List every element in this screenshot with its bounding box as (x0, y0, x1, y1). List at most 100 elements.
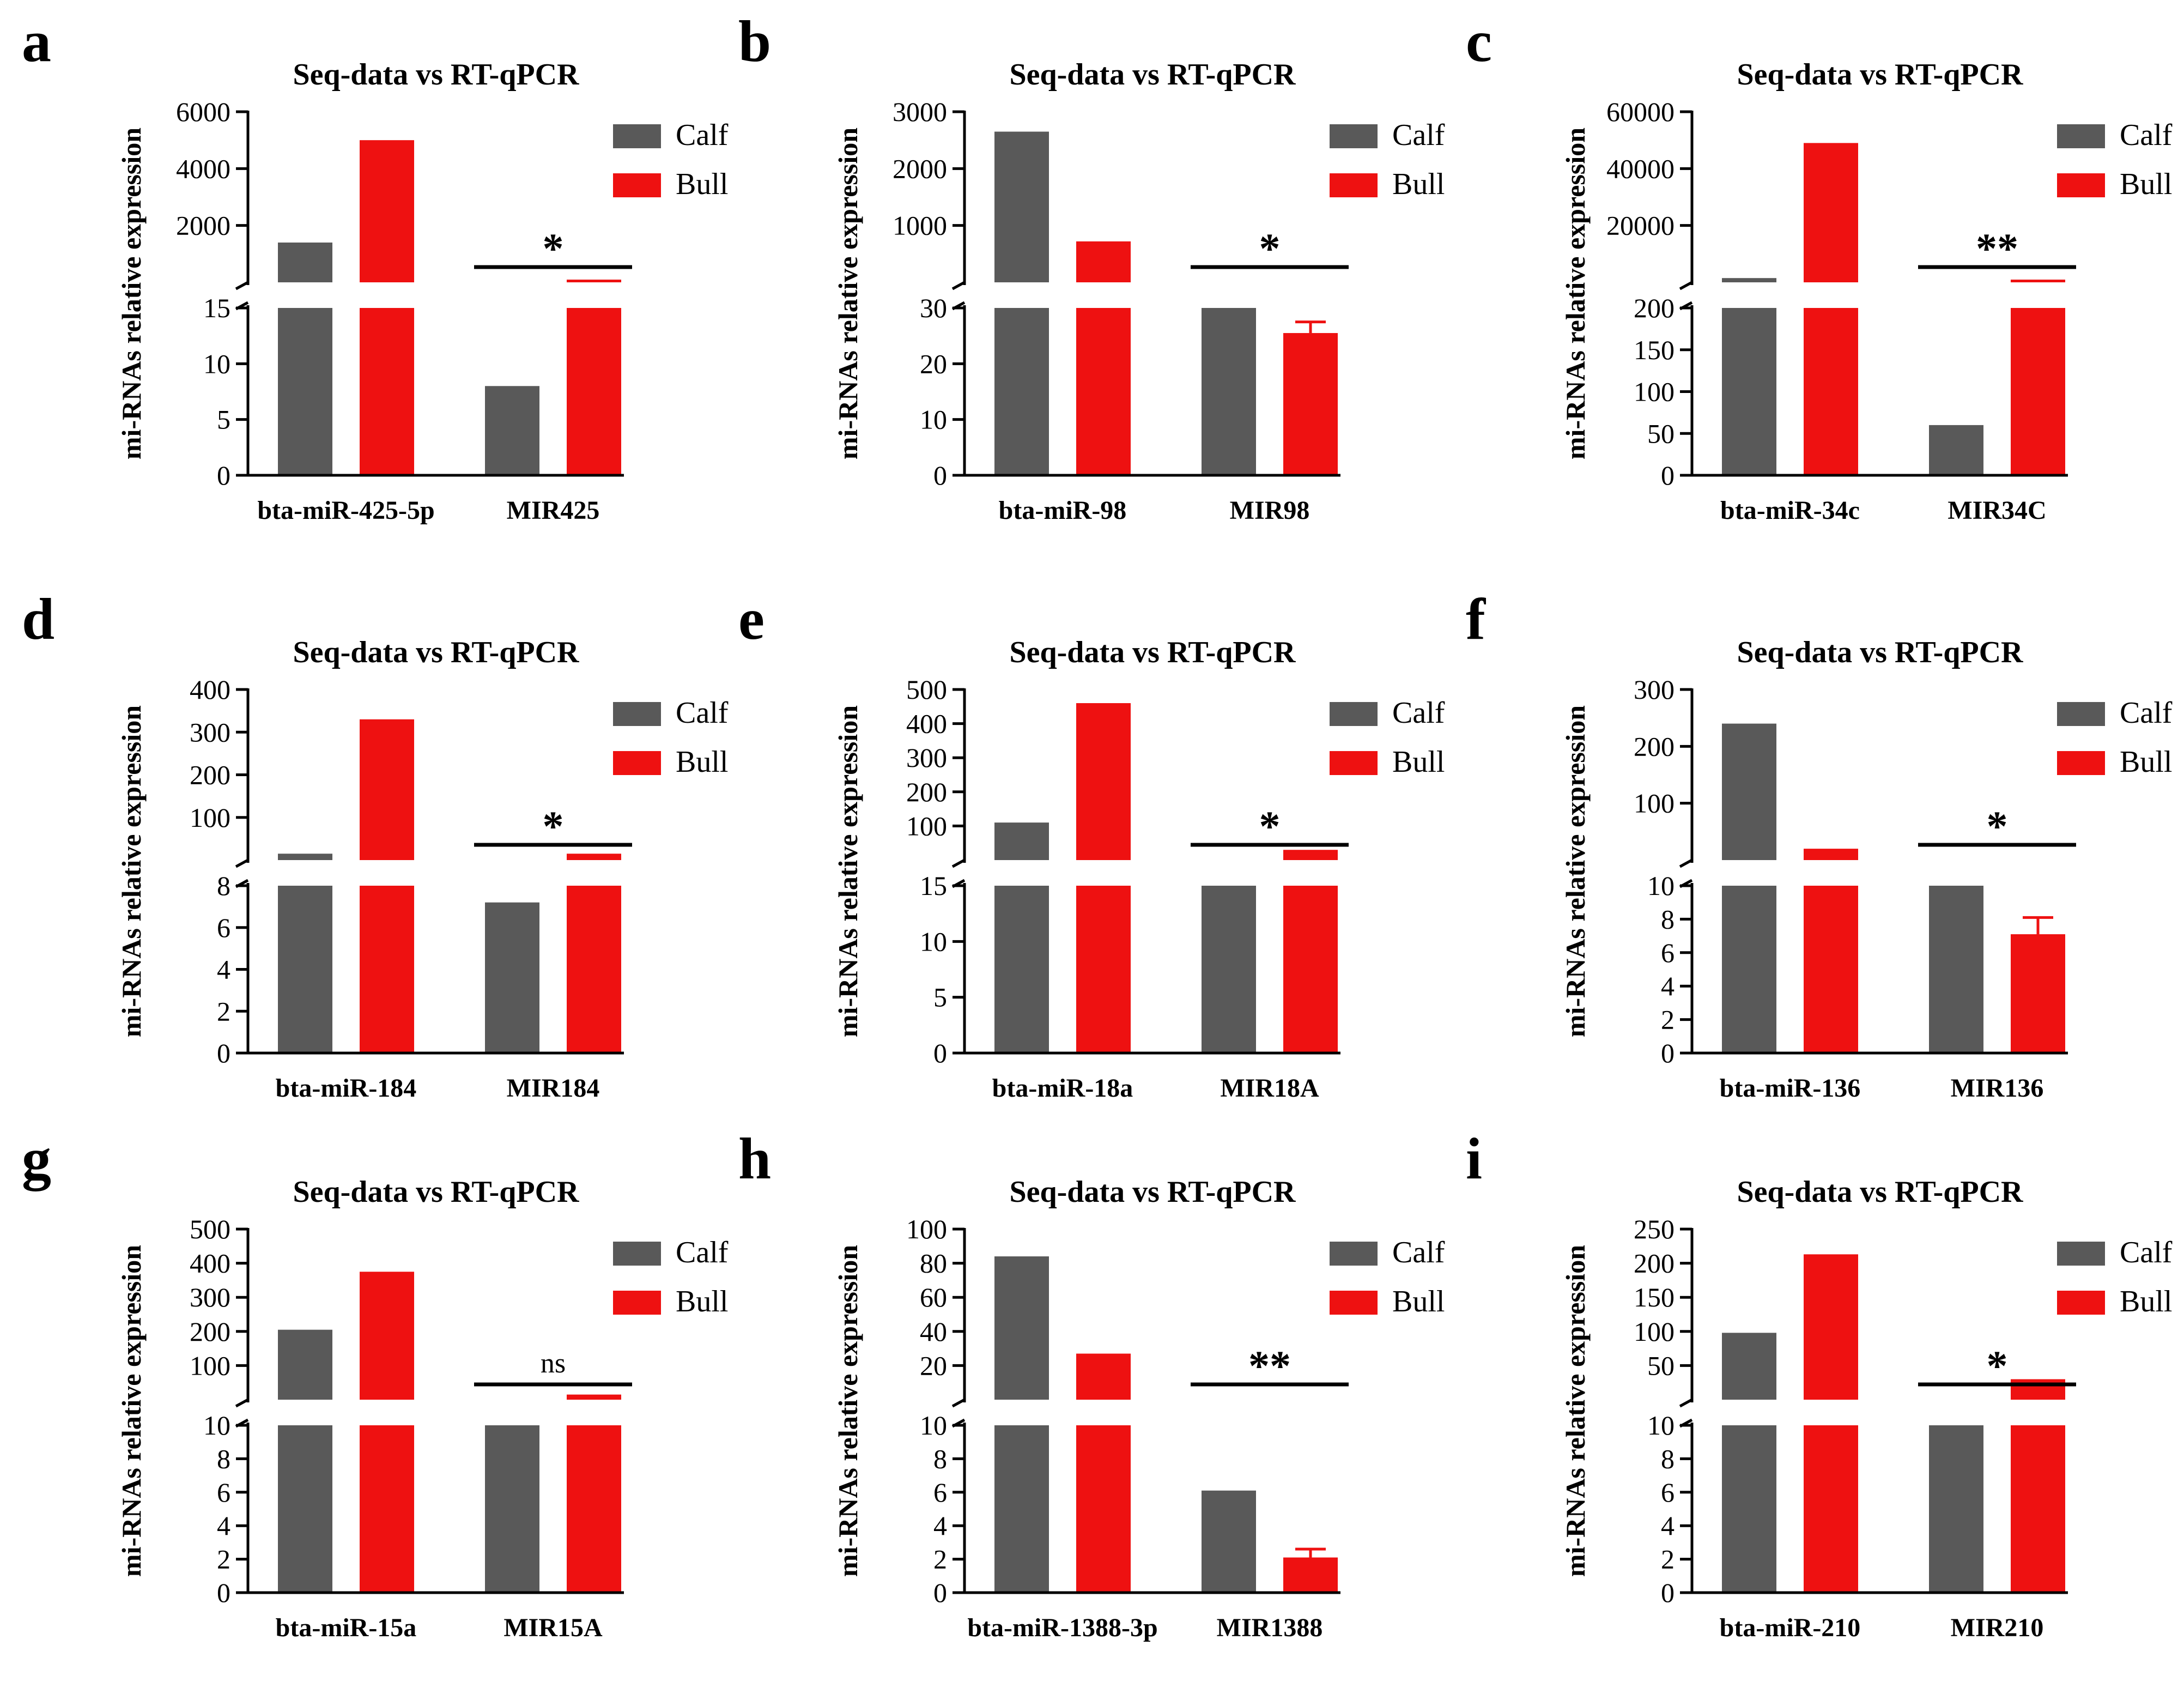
bull-bar-bta-mir-15a-lower (360, 1425, 414, 1593)
calf-bar-bta-mir-18a-lower (994, 886, 1049, 1053)
legend-label-calf: Calf (1392, 1236, 1445, 1269)
calf-bar-mir184-lower (485, 902, 539, 1053)
calf-bar-bta-mir-136-upper (1722, 723, 1776, 860)
calf-bar-mir1388-lower (1202, 1490, 1256, 1593)
significance-label: * (1259, 225, 1281, 272)
x-category-label: bta-miR-18a (992, 1074, 1133, 1103)
panel-letter: c (1466, 9, 1492, 74)
calf-bar-mir425-lower (485, 386, 539, 475)
legend-swatch-bull (613, 173, 661, 197)
calf-bar-bta-mir-18a-upper (994, 822, 1049, 860)
chart-title: Seq-data vs RT-qPCR (1737, 1175, 2024, 1209)
x-category-label: bta-miR-425-5p (257, 496, 434, 525)
chart-title: Seq-data vs RT-qPCR (293, 636, 580, 669)
x-category-label: bta-miR-184 (276, 1074, 417, 1103)
y-axis-label: mi-RNAs relative expression (116, 128, 147, 459)
axis-break-mark (235, 858, 249, 868)
bull-bar-bta-mir-18a-lower (1076, 886, 1131, 1053)
legend-swatch-calf (1330, 702, 1378, 726)
significance-label: * (1987, 1342, 2008, 1389)
y-tick-label: 5 (217, 404, 230, 435)
legend-swatch-calf (2057, 702, 2105, 726)
y-tick-label: 0 (217, 1577, 230, 1608)
panel-g: g Seq-data vs RT-qPCR mi-RNAs relative exp… (22, 1127, 729, 1642)
calf-bar-mir34c-lower (1929, 425, 1983, 475)
y-tick-label: 2 (217, 996, 230, 1026)
legend-label-calf: Calf (1392, 118, 1445, 152)
y-tick-label: 8 (217, 870, 230, 901)
y-tick-label: 5 (933, 982, 947, 1013)
y-tick-label: 4 (217, 1510, 230, 1541)
y-tick-label: 2 (1661, 1544, 1675, 1575)
x-category-label: MIR136 (1951, 1074, 2044, 1103)
bull-bar-mir34c-upper (2011, 280, 2065, 282)
bull-bar-bta-mir-98-upper (1076, 241, 1131, 282)
bull-bar-mir184-upper (567, 854, 621, 860)
bull-bar-bta-mir-98-lower (1076, 308, 1131, 475)
panel-letter: b (738, 9, 771, 74)
y-tick-label: 0 (933, 1038, 947, 1068)
bull-bar-mir210-upper (2011, 1379, 2065, 1400)
x-category-label: MIR1388 (1217, 1613, 1323, 1642)
y-tick-label: 6 (933, 1477, 947, 1508)
panel-b: b Seq-data vs RT-qPCR mi-RNAs relative exp… (738, 9, 1445, 525)
y-tick-label: 300 (190, 1282, 230, 1312)
y-tick-label: 4 (217, 954, 230, 985)
chart-title: Seq-data vs RT-qPCR (293, 58, 580, 92)
legend-label-bull: Bull (676, 745, 728, 779)
y-tick-label: 30 (920, 293, 947, 323)
y-tick-label: 400 (906, 709, 947, 739)
legend-swatch-bull (2057, 173, 2105, 197)
y-tick-label: 100 (906, 810, 947, 841)
y-tick-label: 150 (1634, 1282, 1675, 1312)
y-tick-label: 6 (217, 1477, 230, 1508)
y-tick-label: 10 (920, 404, 947, 435)
panel-f: f Seq-data vs RT-qPCR mi-RNAs relative exp… (1466, 587, 2173, 1103)
y-tick-label: 40 (920, 1316, 947, 1347)
panel-letter: d (22, 587, 54, 652)
panel-letter: i (1466, 1127, 1482, 1191)
y-tick-label: 150 (1634, 335, 1675, 365)
y-tick-label: 10 (1647, 870, 1675, 901)
calf-bar-bta-mir-1388-3p-upper (994, 1256, 1049, 1400)
bull-bar-mir425-lower (567, 308, 621, 475)
panel-a: a Seq-data vs RT-qPCR mi-RNAs relative exp… (22, 9, 729, 525)
axis-break-mark (235, 1398, 249, 1408)
y-tick-label: 250 (1634, 1214, 1675, 1244)
y-tick-label: 4 (1661, 1510, 1675, 1541)
legend-label-calf: Calf (676, 118, 729, 152)
legend-label-calf: Calf (676, 1236, 729, 1269)
bull-bar-bta-mir-184-lower (360, 886, 414, 1053)
y-tick-label: 8 (217, 1443, 230, 1474)
significance-label: * (1987, 802, 2008, 850)
y-axis-label: mi-RNAs relative expression (116, 705, 147, 1037)
legend-swatch-bull (1330, 1291, 1378, 1315)
panel-d: d Seq-data vs RT-qPCR mi-RNAs relative exp… (22, 587, 729, 1103)
y-tick-label: 20000 (1606, 210, 1675, 241)
chart-title: Seq-data vs RT-qPCR (1737, 636, 2024, 669)
legend-label-bull: Bull (2120, 1285, 2172, 1318)
bull-bar-bta-mir-136-lower (1804, 886, 1858, 1053)
y-tick-label: 2 (1661, 1005, 1675, 1035)
bull-bar-bta-mir-425-5p-lower (360, 308, 414, 475)
significance-label: * (1259, 802, 1281, 850)
y-tick-label: 0 (1661, 1038, 1675, 1068)
y-tick-label: 100 (906, 1214, 947, 1244)
x-category-label: MIR98 (1230, 496, 1310, 525)
legend-swatch-calf (613, 1242, 661, 1266)
y-tick-label: 10 (920, 926, 947, 957)
y-tick-label: 10 (920, 1410, 947, 1441)
panel-letter: e (738, 587, 765, 652)
y-tick-label: 200 (1634, 1248, 1675, 1279)
y-tick-label: 2 (933, 1544, 947, 1575)
y-axis-label: mi-RNAs relative expression (833, 705, 863, 1037)
y-tick-label: 20 (920, 1350, 947, 1381)
bull-bar-mir15a-lower (567, 1425, 621, 1593)
calf-bar-bta-mir-98-upper (994, 131, 1049, 282)
calf-bar-bta-mir-184-lower (278, 886, 332, 1053)
legend-swatch-calf (2057, 124, 2105, 148)
calf-bar-bta-mir-210-lower (1722, 1425, 1776, 1593)
y-tick-label: 0 (933, 460, 947, 491)
bull-bar-mir98-lower (1283, 333, 1338, 475)
